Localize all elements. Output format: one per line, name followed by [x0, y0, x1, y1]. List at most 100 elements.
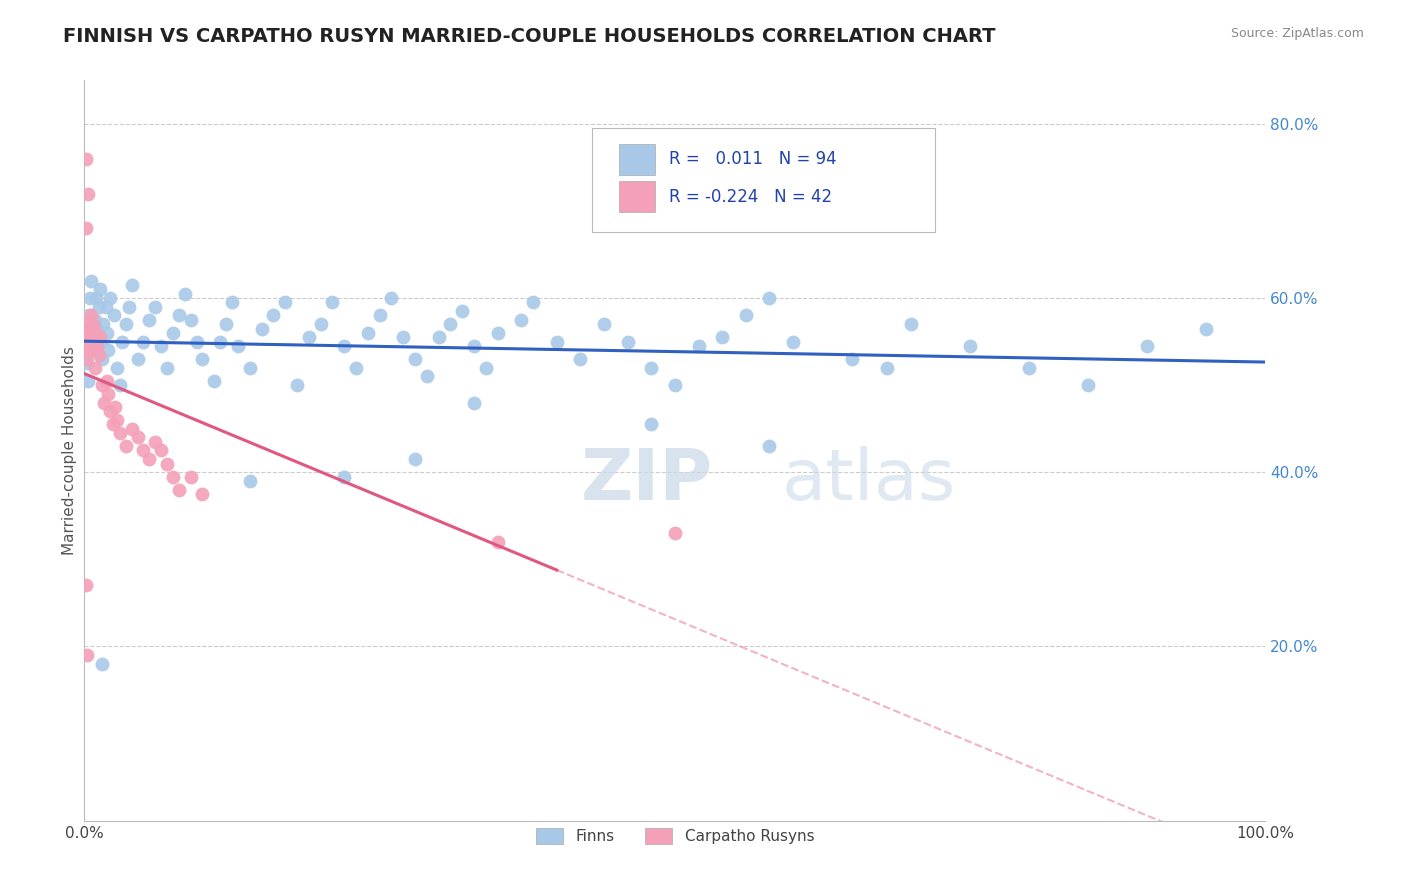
Point [959, 339, 981, 353]
Point [127, 351, 149, 366]
Point [439, 317, 461, 331]
Point [76, 313, 98, 327]
Point [463, 395, 485, 409]
Point [416, 369, 439, 384]
Text: ZIP: ZIP [581, 446, 713, 515]
Point [451, 304, 474, 318]
Point [162, 469, 184, 483]
Point [89, 282, 111, 296]
Point [96, 326, 118, 340]
Point [98, 291, 121, 305]
Point [84, 326, 107, 340]
Point [103, 309, 125, 323]
Point [664, 378, 686, 392]
Point [191, 487, 214, 501]
Point [75, 351, 97, 366]
Point [734, 309, 756, 323]
Point [127, 430, 149, 444]
Point [143, 300, 166, 314]
Point [79, 291, 101, 305]
Point [138, 452, 160, 467]
Text: Source: ZipAtlas.com: Source: ZipAtlas.com [1230, 27, 1364, 40]
Point [76, 356, 98, 370]
Point [111, 334, 134, 349]
Point [782, 334, 804, 349]
Point [758, 439, 780, 453]
Point [546, 334, 568, 349]
Point [688, 339, 710, 353]
Point [84, 360, 107, 375]
Point [167, 309, 190, 323]
Point [463, 339, 485, 353]
Point [180, 469, 202, 483]
Point [96, 374, 118, 388]
Point [91, 378, 114, 392]
Point [94, 300, 117, 314]
Point [167, 483, 190, 497]
Point [107, 413, 129, 427]
Point [132, 443, 155, 458]
Point [121, 277, 143, 292]
Point [87, 300, 110, 314]
Point [711, 330, 734, 344]
Point [98, 404, 121, 418]
Text: R = -0.224   N = 42: R = -0.224 N = 42 [669, 187, 832, 205]
Y-axis label: Married-couple Households: Married-couple Households [62, 346, 77, 555]
Point [239, 360, 262, 375]
Point [104, 400, 127, 414]
Point [77, 334, 100, 349]
Point [132, 334, 155, 349]
Point [75, 326, 97, 340]
Point [76, 648, 98, 662]
Point [475, 360, 498, 375]
Point [114, 439, 136, 453]
Point [91, 657, 114, 671]
Point [640, 360, 662, 375]
Point [97, 387, 120, 401]
Point [510, 313, 533, 327]
Point [344, 360, 367, 375]
Point [368, 309, 391, 323]
Point [262, 309, 284, 323]
Point [569, 351, 592, 366]
Point [83, 343, 105, 358]
Point [239, 474, 262, 488]
Point [298, 330, 321, 344]
Point [180, 313, 202, 327]
Point [156, 457, 179, 471]
Point [380, 291, 402, 305]
Point [86, 339, 108, 353]
Point [156, 360, 179, 375]
Point [226, 339, 249, 353]
Point [202, 374, 225, 388]
Point [1136, 339, 1159, 353]
Point [841, 351, 863, 366]
Point [357, 326, 380, 340]
Point [77, 374, 100, 388]
Point [108, 425, 131, 440]
Point [664, 526, 686, 541]
Point [90, 334, 112, 349]
Point [1077, 378, 1099, 392]
Point [79, 321, 101, 335]
Point [486, 326, 509, 340]
Point [215, 317, 238, 331]
Text: atlas: atlas [782, 446, 956, 515]
Point [321, 295, 343, 310]
Point [77, 339, 100, 353]
Bar [620, 144, 655, 175]
Point [900, 317, 922, 331]
Point [221, 295, 243, 310]
Point [876, 360, 898, 375]
Point [593, 317, 616, 331]
Point [76, 330, 98, 344]
Point [1018, 360, 1040, 375]
FancyBboxPatch shape [592, 128, 935, 232]
Point [93, 395, 115, 409]
Point [121, 422, 143, 436]
Point [285, 378, 308, 392]
Point [77, 309, 100, 323]
Point [82, 339, 104, 353]
Point [75, 578, 97, 592]
Point [162, 326, 184, 340]
